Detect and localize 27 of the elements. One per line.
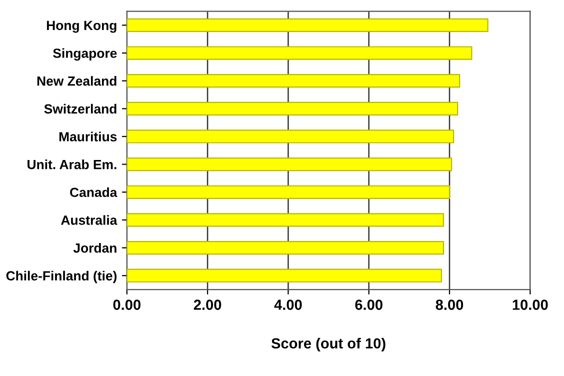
- bar: [126, 185, 450, 199]
- y-tick-label: Mauritius: [59, 132, 117, 142]
- y-tick-label: Switzerland: [44, 104, 116, 114]
- bar: [126, 18, 488, 32]
- bar: [126, 102, 458, 116]
- y-tick-label: Jordan: [73, 243, 116, 253]
- y-tick-label: Canada: [70, 187, 118, 198]
- y-tick-label: Chile-Finland (tie): [6, 270, 117, 284]
- x-tick-label: 8.00: [436, 300, 464, 310]
- y-tick-label: Hong Kong: [46, 20, 116, 33]
- bar: [126, 157, 452, 172]
- x-tick-label: 0.00: [113, 300, 140, 310]
- x-tick-label: 10.00: [512, 300, 548, 310]
- y-tick-label: New Zealand: [37, 76, 116, 86]
- bar: [126, 46, 472, 60]
- x-tick-label: 6.00: [355, 300, 382, 310]
- bar: [126, 74, 460, 88]
- bar: [126, 213, 444, 227]
- bar: [126, 130, 454, 144]
- x-axis-title: Score (out of 10): [271, 338, 386, 352]
- y-tick-label: Australia: [61, 215, 118, 225]
- x-tick-label: 2.00: [194, 300, 222, 310]
- y-tick-label: Singapore: [53, 48, 117, 61]
- x-tick-label: 4.00: [274, 300, 302, 310]
- bar: [126, 240, 444, 255]
- bar: [126, 268, 442, 282]
- y-tick-label: Unit. Arab Em.: [28, 160, 116, 170]
